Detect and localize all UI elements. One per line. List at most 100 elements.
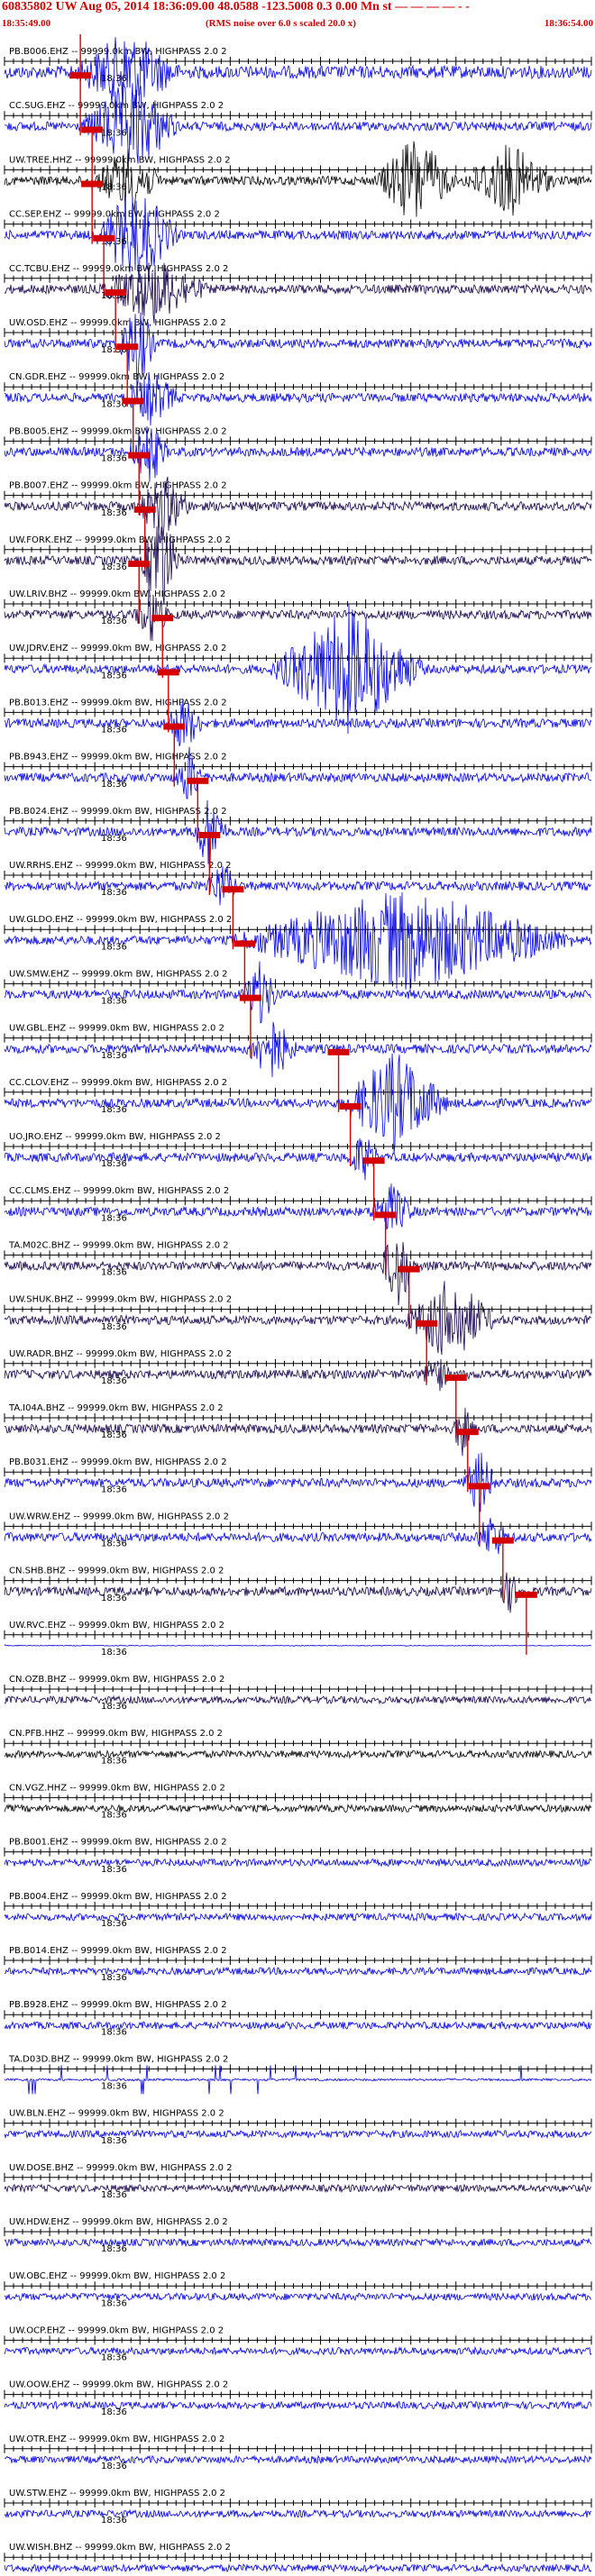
trace-45: UW.STW.EHZ -- 99999.0km BW, HIGHPASS 2.0… bbox=[4, 2462, 592, 2519]
trace-label: UW.GBL.EHZ -- 99999.0km BW, HIGHPASS 2.0… bbox=[9, 1024, 224, 1034]
pick-marker bbox=[69, 72, 92, 79]
waveform bbox=[4, 2065, 592, 2095]
minute-label: 18:36 bbox=[101, 997, 127, 1007]
waveform bbox=[4, 1407, 592, 1457]
trace-21: CC.CLMS.EHZ -- 99999.0km BW, HIGHPASS 2.… bbox=[4, 1157, 592, 1230]
minute-label: 18:36 bbox=[101, 1865, 127, 1875]
minute-label: 18:36 bbox=[101, 1484, 127, 1494]
waveform bbox=[4, 371, 592, 426]
trace-30: CN.OZB.BHZ -- 99999.0km BW, HIGHPASS 2.0… bbox=[4, 1648, 592, 1705]
trace-16: UW.GLDO.EHZ -- 99999.0km BW, HIGHPASS 2.… bbox=[4, 886, 592, 990]
trace-label: CC.SUG.EHZ -- 99999.0km BW, HIGHPASS 2.0… bbox=[9, 101, 224, 111]
minute-label: 18:36 bbox=[101, 2027, 127, 2037]
pick-marker bbox=[339, 1103, 362, 1110]
pick-marker bbox=[515, 1591, 537, 1598]
minute-label: 18:36 bbox=[101, 1811, 127, 1821]
pick-marker bbox=[456, 1429, 479, 1436]
trace-label: PB.B031.EHZ -- 99999.0km BW, HIGHPASS 2.… bbox=[9, 1457, 227, 1467]
waveform bbox=[4, 1572, 592, 1613]
minute-label: 18:36 bbox=[101, 2516, 127, 2526]
pick-marker bbox=[81, 180, 104, 187]
trace-1: CC.SUG.EHZ -- 99999.0km BW, HIGHPASS 2.0… bbox=[4, 72, 592, 164]
trace-19: CC.CLOV.EHZ -- 99999.0km BW, HIGHPASS 2.… bbox=[4, 1048, 592, 1155]
trace-label: UW.TREE.HHZ -- 99999.0km BW, HIGHPASS 2.… bbox=[9, 155, 231, 165]
waveform bbox=[4, 2291, 591, 2302]
pick-marker bbox=[239, 994, 261, 1001]
trace-10: UW.LRIV.BHZ -- 99999.0km BW, HIGHPASS 2.… bbox=[4, 561, 592, 642]
minute-label: 18:36 bbox=[101, 1268, 127, 1278]
pick-marker bbox=[374, 1211, 397, 1219]
trace-9: UW.FORK.EHZ -- 99999.0km BW, HIGHPASS 2.… bbox=[4, 506, 592, 605]
minute-label: 18:36 bbox=[101, 834, 127, 844]
waveform bbox=[4, 1241, 592, 1306]
trace-label: UW.SMW.EHZ -- 99999.0km BW, HIGHPASS 2.0… bbox=[9, 969, 228, 979]
trace-label: PB.B013.EHZ -- 99999.0km BW, HIGHPASS 2.… bbox=[9, 698, 227, 708]
trace-label: UW.WRW.EHZ -- 99999.0km BW, HIGHPASS 2.0… bbox=[9, 1512, 229, 1521]
trace-label: PB.B943.EHZ -- 99999.0km BW, HIGHPASS 2.… bbox=[9, 753, 227, 763]
trace-label: PB.B014.EHZ -- 99999.0km BW, HIGHPASS 2.… bbox=[9, 1946, 227, 1956]
waveform bbox=[4, 425, 592, 482]
trace-15: UW.RRHS.EHZ -- 99999.0km BW, HIGHPASS 2.… bbox=[4, 832, 592, 906]
minute-label: 18:36 bbox=[101, 1702, 127, 1712]
trace-label: UW.SHUK.BHZ -- 99999.0km BW, HIGHPASS 2.… bbox=[9, 1295, 232, 1305]
pick-marker bbox=[198, 832, 221, 838]
minute-label: 18:36 bbox=[101, 291, 127, 301]
trace-2: UW.TREE.HHZ -- 99999.0km BW, HIGHPASS 2.… bbox=[4, 126, 592, 217]
minute-label: 18:36 bbox=[101, 1594, 127, 1603]
minute-label: 18:36 bbox=[101, 1756, 127, 1766]
waveform bbox=[4, 1694, 592, 1705]
pick-marker bbox=[151, 615, 174, 622]
trace-label: CN.GDR.EHZ -- 99999.0km BW, HIGHPASS 2.0… bbox=[9, 372, 224, 382]
trace-0: PB.B006.EHZ -- 99999.0km BW, HIGHPASS 2.… bbox=[4, 34, 592, 108]
minute-label: 18:36 bbox=[101, 1105, 127, 1115]
minute-label: 18:36 bbox=[101, 1919, 127, 1929]
trace-7: PB.B005.EHZ -- 99999.0km BW, HIGHPASS 2.… bbox=[4, 397, 592, 482]
minute-label: 18:36 bbox=[101, 2244, 127, 2254]
trace-label: UW.OCP.EHZ -- 99999.0km BW, HIGHPASS 2.0… bbox=[9, 2325, 224, 2335]
minute-label: 18:36 bbox=[101, 1973, 127, 1983]
seismogram-plot: PB.B006.EHZ -- 99999.0km BW, HIGHPASS 2.… bbox=[4, 34, 592, 2573]
minute-label: 18:36 bbox=[101, 454, 127, 464]
waveform bbox=[4, 2400, 592, 2410]
waveform bbox=[4, 2454, 592, 2465]
pick-marker bbox=[128, 561, 151, 567]
waveform bbox=[4, 2129, 592, 2140]
waveform bbox=[4, 1053, 592, 1155]
trace-label: UW.JDRV.EHZ -- 99999.0km BW, HIGHPASS 2.… bbox=[9, 644, 226, 653]
trace-40: UW.HDW.EHZ -- 99999.0km BW, HIGHPASS 2.0… bbox=[4, 2190, 592, 2248]
pick-marker bbox=[105, 289, 127, 296]
waveform bbox=[4, 1803, 592, 1813]
minute-label: 18:36 bbox=[101, 237, 127, 247]
seismogram-header: 60835802 UW Aug 05, 2014 18:36:09.00 48.… bbox=[0, 0, 595, 36]
pick-marker bbox=[398, 1265, 420, 1273]
trace-label: PB.B005.EHZ -- 99999.0km BW, HIGHPASS 2.… bbox=[9, 426, 227, 436]
trace-label: CN.OZB.BHZ -- 99999.0km BW, HIGHPASS 2.0… bbox=[9, 1675, 224, 1685]
waveform bbox=[4, 588, 592, 642]
trace-label: UW.WISH.BHZ -- 99999.0km BW, HIGHPASS 2.… bbox=[9, 2543, 231, 2553]
waveform bbox=[4, 1912, 592, 1923]
trace-12: PB.B013.EHZ -- 99999.0km BW, HIGHPASS 2.… bbox=[4, 669, 592, 747]
trace-44: UW.OTR.EHZ -- 99999.0km BW, HIGHPASS 2.0… bbox=[4, 2407, 592, 2465]
waveform bbox=[4, 746, 592, 799]
trace-label: PB.B928.EHZ -- 99999.0km BW, HIGHPASS 2.… bbox=[9, 2000, 227, 2010]
pick-marker bbox=[81, 126, 104, 133]
trace-13: PB.B943.EHZ -- 99999.0km BW, HIGHPASS 2.… bbox=[4, 723, 592, 799]
minute-label: 18:36 bbox=[101, 399, 127, 409]
trace-label: PB.B006.EHZ -- 99999.0km BW, HIGHPASS 2.… bbox=[9, 47, 227, 57]
waveform bbox=[4, 891, 592, 990]
minute-label: 18:36 bbox=[101, 1430, 127, 1440]
minute-label: 18:36 bbox=[101, 2190, 127, 2200]
trace-46: UW.WISH.BHZ -- 99999.0km BW, HIGHPASS 2.… bbox=[4, 2516, 592, 2573]
trace-label: CC.CLMS.EHZ -- 99999.0km BW, HIGHPASS 2.… bbox=[9, 1186, 229, 1196]
trace-label: UW.DOSE.BHZ -- 99999.0km BW, HIGHPASS 2.… bbox=[9, 2163, 233, 2173]
trace-label: PB.B004.EHZ -- 99999.0km BW, HIGHPASS 2.… bbox=[9, 1892, 227, 1902]
waveform bbox=[4, 525, 592, 605]
minute-label: 18:36 bbox=[101, 2136, 127, 2146]
trace-5: UW.OSD.EHZ -- 99999.0km BW, HIGHPASS 2.0… bbox=[4, 289, 592, 388]
waveform bbox=[4, 799, 592, 868]
pick-marker bbox=[233, 940, 256, 947]
minute-label: 18:36 bbox=[101, 617, 127, 626]
trace-label: PB.B001.EHZ -- 99999.0km BW, HIGHPASS 2.… bbox=[9, 1838, 227, 1848]
trace-label: CN.SHB.BHZ -- 99999.0km BW, HIGHPASS 2.0… bbox=[9, 1567, 224, 1576]
minute-label: 18:36 bbox=[101, 74, 127, 84]
